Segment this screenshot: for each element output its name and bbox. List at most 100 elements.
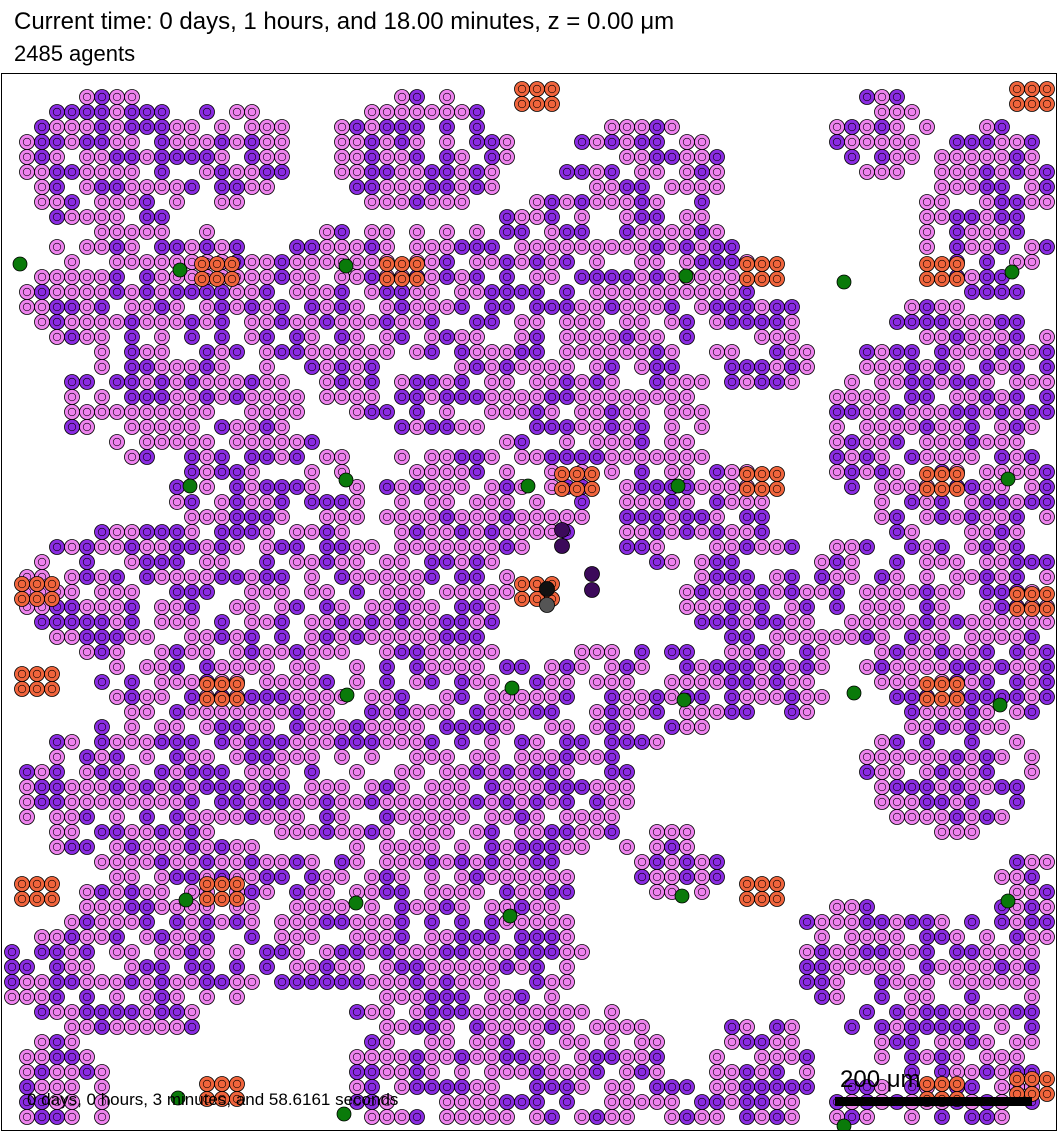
- agent-cell: [529, 1049, 545, 1065]
- agent-cell: [79, 644, 95, 660]
- agent-cell: [934, 359, 950, 375]
- agent-cell: [589, 329, 605, 345]
- agent-cell: [169, 284, 185, 300]
- agent-cell: [94, 1109, 110, 1125]
- agent-cell: [334, 164, 350, 180]
- agent-cell: [454, 794, 470, 810]
- agent-cell: [229, 644, 245, 660]
- agent-cell: [499, 1094, 515, 1110]
- agent-cell-orange: [949, 481, 965, 497]
- agent-cell: [919, 584, 935, 600]
- agent-cell: [364, 254, 380, 270]
- agent-cell: [379, 659, 395, 675]
- agent-cell-orange: [14, 891, 30, 907]
- agent-cell: [439, 374, 455, 390]
- agent-cell: [289, 389, 305, 405]
- agent-cell: [199, 164, 215, 180]
- agent-cell: [109, 584, 125, 600]
- agent-cell: [499, 584, 515, 600]
- agent-cell: [469, 314, 485, 330]
- agent-cell: [529, 359, 545, 375]
- agent-cell: [994, 584, 1010, 600]
- agent-cell: [454, 869, 470, 885]
- agent-cell: [34, 164, 50, 180]
- agent-cell: [139, 914, 155, 930]
- agent-cell: [484, 254, 500, 270]
- agent-cell: [289, 524, 305, 540]
- agent-cell: [169, 419, 185, 435]
- agent-cell: [514, 854, 530, 870]
- agent-cell: [154, 794, 170, 810]
- agent-cell: [109, 224, 125, 240]
- agent-cell: [49, 809, 65, 825]
- agent-cell: [529, 329, 545, 345]
- agent-cell: [184, 839, 200, 855]
- agent-cell: [154, 344, 170, 360]
- agent-cell: [874, 374, 890, 390]
- agent-cell: [364, 974, 380, 990]
- agent-cell: [334, 734, 350, 750]
- agent-cell: [364, 899, 380, 915]
- agent-cell: [694, 404, 710, 420]
- agent-cell: [229, 494, 245, 510]
- agent-cell: [634, 314, 650, 330]
- agent-cell: [319, 224, 335, 240]
- agent-cell: [334, 509, 350, 525]
- agent-cell: [769, 614, 785, 630]
- agent-cell: [874, 164, 890, 180]
- agent-cell: [184, 944, 200, 960]
- agent-cell: [634, 419, 650, 435]
- agent-cell: [229, 809, 245, 825]
- agent-cell: [109, 899, 125, 915]
- agent-cell: [394, 164, 410, 180]
- agent-cell-orange: [14, 681, 30, 697]
- agent-cell: [1009, 419, 1025, 435]
- agent-cell: [184, 824, 200, 840]
- agent-cell: [109, 644, 125, 660]
- agent-cell: [109, 914, 125, 930]
- agent-cell: [649, 539, 665, 555]
- agent-cell: [259, 854, 275, 870]
- agent-cell: [889, 914, 905, 930]
- agent-cell: [1039, 479, 1055, 495]
- agent-cell: [244, 734, 260, 750]
- agent-cell: [184, 809, 200, 825]
- agent-cell: [994, 809, 1010, 825]
- agent-cell: [124, 854, 140, 870]
- agent-cell: [64, 254, 80, 270]
- agent-cell: [424, 914, 440, 930]
- agent-cell: [559, 824, 575, 840]
- agent-cell: [964, 974, 980, 990]
- agent-cell: [394, 599, 410, 615]
- agent-cell: [79, 164, 95, 180]
- agent-cell: [694, 884, 710, 900]
- agent-cell: [349, 539, 365, 555]
- agent-cell: [214, 389, 230, 405]
- agent-cell: [619, 224, 635, 240]
- agent-cell: [1024, 479, 1040, 495]
- agent-cell-orange: [769, 466, 785, 482]
- agent-cell: [634, 854, 650, 870]
- agent-cell: [874, 89, 890, 105]
- agent-cell: [64, 1064, 80, 1080]
- agent-cell: [244, 884, 260, 900]
- agent-cell: [604, 719, 620, 735]
- agent-cell: [109, 929, 125, 945]
- agent-cell: [1009, 974, 1025, 990]
- agent-cell: [619, 704, 635, 720]
- agent-cell: [784, 599, 800, 615]
- agent-cell: [694, 869, 710, 885]
- agent-cell: [229, 839, 245, 855]
- agent-cell: [244, 179, 260, 195]
- agent-cell: [139, 539, 155, 555]
- agent-cell: [754, 299, 770, 315]
- agent-cell: [649, 194, 665, 210]
- agent-cell: [454, 1004, 470, 1020]
- agent-cell: [1009, 884, 1025, 900]
- agent-cell: [424, 164, 440, 180]
- agent-cell: [79, 1004, 95, 1020]
- agent-cell: [619, 434, 635, 450]
- agent-cell: [529, 869, 545, 885]
- agent-cell: [514, 389, 530, 405]
- agent-cell: [529, 404, 545, 420]
